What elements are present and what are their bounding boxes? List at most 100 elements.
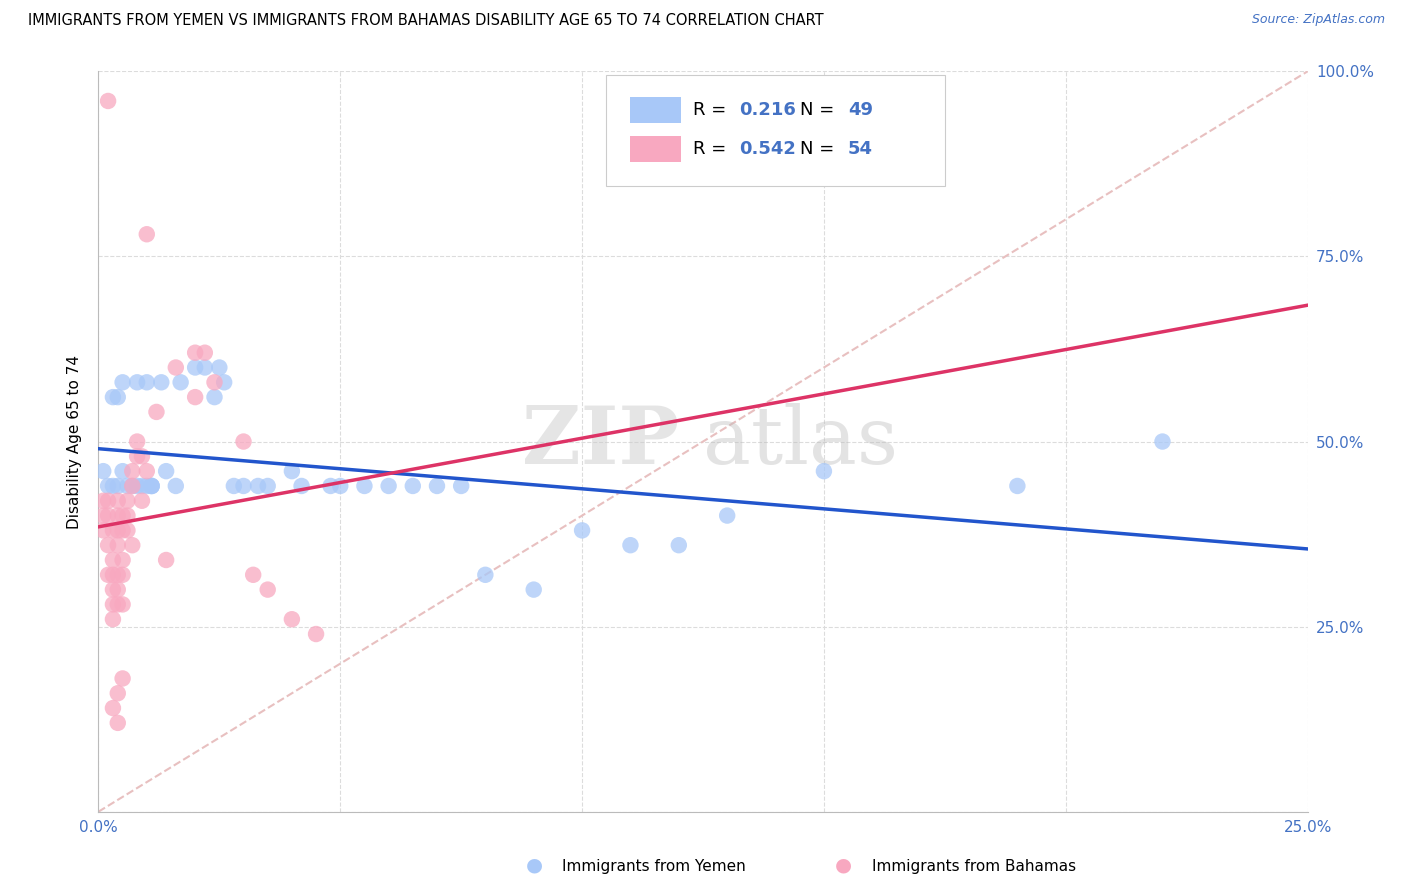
- Point: [111, 524, 134, 538]
- FancyBboxPatch shape: [630, 136, 682, 162]
- Point: [111, 567, 134, 582]
- Point: [571, 524, 593, 538]
- Point: [204, 376, 226, 390]
- Text: N =: N =: [800, 140, 839, 158]
- Text: 0.542: 0.542: [740, 140, 796, 158]
- Point: [107, 582, 129, 597]
- Point: [402, 479, 425, 493]
- Point: [281, 612, 304, 626]
- Point: [247, 479, 270, 493]
- Point: [150, 376, 173, 390]
- Point: [101, 598, 124, 612]
- Point: [194, 360, 217, 375]
- Point: [121, 479, 143, 493]
- Point: [111, 464, 134, 478]
- Point: [377, 479, 399, 493]
- Point: [141, 479, 163, 493]
- Point: [165, 479, 187, 493]
- Point: [131, 493, 153, 508]
- Point: [256, 479, 278, 493]
- Point: [208, 360, 231, 375]
- Point: [184, 345, 207, 359]
- Point: [165, 360, 187, 375]
- Point: [107, 493, 129, 508]
- Point: [155, 464, 177, 478]
- Y-axis label: Disability Age 65 to 74: Disability Age 65 to 74: [67, 354, 83, 529]
- Point: [101, 390, 124, 404]
- Point: [97, 508, 120, 523]
- Point: [450, 479, 472, 493]
- Point: [242, 567, 264, 582]
- Text: N =: N =: [800, 101, 839, 119]
- Point: [111, 598, 134, 612]
- Point: [97, 479, 120, 493]
- Point: [91, 508, 114, 523]
- Point: [101, 612, 124, 626]
- Point: [91, 524, 114, 538]
- Point: [107, 524, 129, 538]
- Point: [184, 390, 207, 404]
- Point: [121, 464, 143, 478]
- Point: [97, 493, 120, 508]
- Text: Immigrants from Bahamas: Immigrants from Bahamas: [872, 859, 1076, 873]
- Point: [474, 567, 496, 582]
- Point: [117, 479, 139, 493]
- Point: [101, 524, 124, 538]
- Point: [101, 567, 124, 582]
- Point: [1152, 434, 1174, 449]
- Point: [184, 360, 207, 375]
- Point: [127, 450, 149, 464]
- Text: atlas: atlas: [703, 402, 898, 481]
- Text: 54: 54: [848, 140, 873, 158]
- Point: [117, 524, 139, 538]
- Point: [107, 598, 129, 612]
- Point: [305, 627, 328, 641]
- Point: [107, 715, 129, 730]
- Point: [107, 686, 129, 700]
- Point: [319, 479, 342, 493]
- Point: [91, 493, 114, 508]
- Point: [619, 538, 641, 552]
- Point: [101, 582, 124, 597]
- Text: Source: ZipAtlas.com: Source: ZipAtlas.com: [1251, 13, 1385, 27]
- FancyBboxPatch shape: [606, 75, 945, 186]
- Point: [155, 553, 177, 567]
- Text: IMMIGRANTS FROM YEMEN VS IMMIGRANTS FROM BAHAMAS DISABILITY AGE 65 TO 74 CORRELA: IMMIGRANTS FROM YEMEN VS IMMIGRANTS FROM…: [28, 13, 824, 29]
- Point: [256, 582, 278, 597]
- Text: Immigrants from Yemen: Immigrants from Yemen: [562, 859, 747, 873]
- Point: [91, 464, 114, 478]
- Point: [111, 553, 134, 567]
- Point: [117, 493, 139, 508]
- Point: [127, 376, 149, 390]
- Point: [101, 553, 124, 567]
- Point: [135, 464, 157, 478]
- Point: [716, 508, 738, 523]
- Point: [232, 434, 254, 449]
- Point: [281, 464, 304, 478]
- Point: [194, 345, 217, 359]
- Point: [117, 508, 139, 523]
- Text: R =: R =: [693, 101, 733, 119]
- Text: 49: 49: [848, 101, 873, 119]
- Text: ●: ●: [526, 855, 543, 874]
- Point: [222, 479, 245, 493]
- Point: [329, 479, 352, 493]
- Point: [97, 94, 120, 108]
- Point: [1007, 479, 1029, 493]
- Point: [131, 450, 153, 464]
- Point: [97, 567, 120, 582]
- Point: [127, 434, 149, 449]
- Point: [141, 479, 163, 493]
- Point: [232, 479, 254, 493]
- Point: [204, 390, 226, 404]
- Point: [111, 508, 134, 523]
- Point: [353, 479, 375, 493]
- Point: [135, 479, 157, 493]
- Point: [111, 376, 134, 390]
- Point: [668, 538, 690, 552]
- Point: [813, 464, 835, 478]
- Point: [107, 508, 129, 523]
- FancyBboxPatch shape: [630, 96, 682, 123]
- Point: [426, 479, 449, 493]
- Point: [131, 479, 153, 493]
